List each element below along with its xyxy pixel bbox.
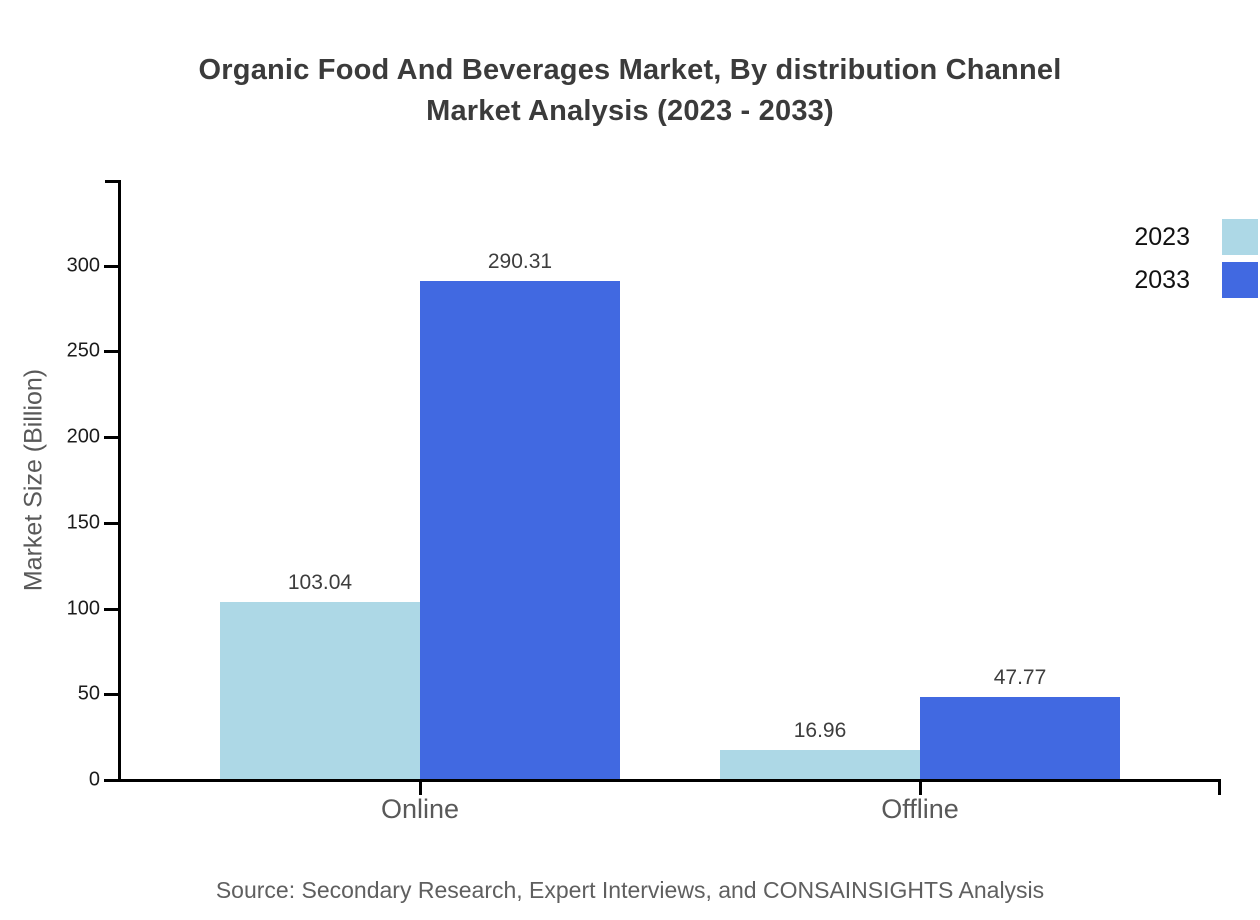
x-axis-line <box>118 779 1221 782</box>
chart-title-line1: Organic Food And Beverages Market, By di… <box>198 54 1062 86</box>
legend-label-2033: 2033 <box>1134 265 1190 294</box>
bar-2033-online <box>420 281 620 779</box>
y-tick-label-150: 150 <box>66 511 100 534</box>
y-tick-0 <box>104 779 118 782</box>
legend-swatch-2033 <box>1222 262 1258 298</box>
bar-value-label-2033-online: 290.31 <box>487 250 553 273</box>
y-axis-top-cap <box>105 180 118 183</box>
y-tick-200 <box>104 436 118 440</box>
legend-label-2023: 2023 <box>1134 222 1190 251</box>
legend: 2023 2033 <box>1134 219 1258 305</box>
category-label-online: Online <box>380 794 460 824</box>
y-tick-label-200: 200 <box>66 425 100 448</box>
bar-value-label-2023-online: 103.04 <box>287 571 353 594</box>
chart-title-line2: Market Analysis (2023 - 2033) <box>426 95 834 127</box>
legend-swatch-2023 <box>1222 219 1258 255</box>
x-tick-offline <box>919 782 922 795</box>
y-tick-250 <box>104 350 118 354</box>
y-tick-300 <box>104 264 118 268</box>
y-tick-label-300: 300 <box>66 254 100 277</box>
y-tick-label-250: 250 <box>66 339 100 362</box>
bar-value-label-2023-offline: 16.96 <box>793 719 847 742</box>
category-label-offline: Offline <box>881 794 959 824</box>
y-tick-label-100: 100 <box>66 597 100 620</box>
bar-value-label-2033-offline: 47.77 <box>993 666 1047 689</box>
y-tick-50 <box>104 693 118 697</box>
y-tick-100 <box>104 607 118 611</box>
source-note: Source: Secondary Research, Expert Inter… <box>215 877 1045 903</box>
y-tick-label-50: 50 <box>77 682 100 705</box>
y-tick-150 <box>104 521 118 525</box>
y-axis-line <box>118 180 121 782</box>
bar-2023-online <box>220 602 420 779</box>
bar-2023-offline <box>720 750 920 779</box>
y-axis-title: Market Size (Billion) <box>19 368 48 592</box>
bar-2033-offline <box>920 697 1120 779</box>
chart-title: Organic Food And Beverages Market, By di… <box>0 50 1260 132</box>
legend-item-2033: 2033 <box>1134 262 1258 298</box>
x-axis-end-cap <box>1218 782 1221 795</box>
legend-item-2023: 2023 <box>1134 219 1258 255</box>
x-tick-online <box>419 782 422 795</box>
y-tick-label-0: 0 <box>88 768 100 791</box>
